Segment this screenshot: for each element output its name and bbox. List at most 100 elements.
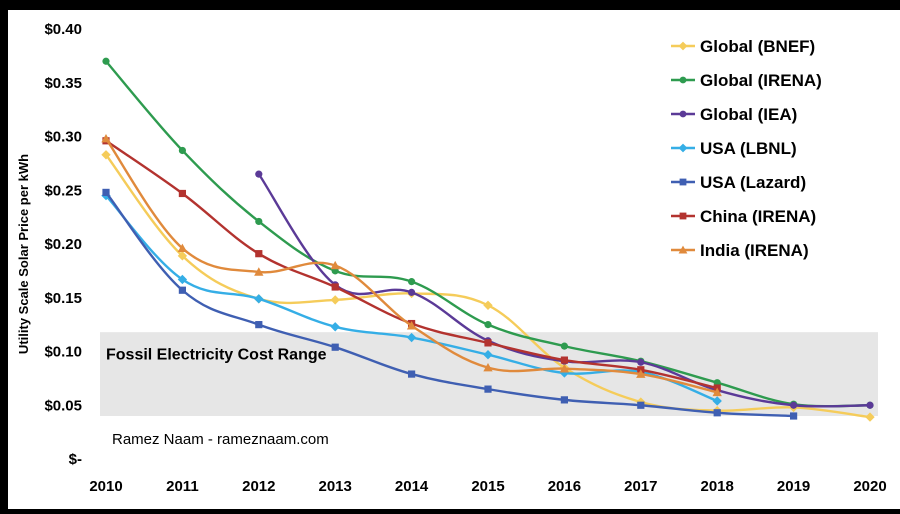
data-point-china-irena	[331, 283, 339, 291]
legend-item-china-irena: China (IRENA)	[671, 207, 816, 226]
data-point-usa-lazard	[790, 412, 798, 420]
x-tick-label: 2019	[777, 478, 810, 495]
data-point-global-irena	[102, 57, 110, 65]
y-tick-label: $0.35	[44, 75, 82, 92]
legend-label-china-irena: China (IRENA)	[700, 207, 816, 226]
legend-item-usa-lbnl: USA (LBNL)	[671, 139, 797, 158]
data-point-india-irena	[712, 387, 722, 397]
legend-item-global-bnef: Global (BNEF)	[671, 37, 815, 56]
legend-marker-usa-lazard	[679, 178, 687, 186]
data-point-global-iea	[637, 358, 645, 366]
data-point-usa-lazard	[408, 370, 416, 378]
data-point-china-irena	[560, 356, 568, 364]
data-point-china-irena	[178, 189, 186, 198]
data-point-global-bnef	[101, 150, 111, 160]
data-point-usa-lazard	[637, 401, 645, 409]
legend-marker-usa-lbnl	[678, 143, 688, 153]
data-point-global-bnef	[483, 300, 493, 310]
data-point-usa-lbnl	[177, 274, 188, 285]
data-point-usa-lbnl	[254, 294, 264, 304]
x-tick-label: 2014	[395, 478, 429, 495]
data-point-usa-lazard	[102, 188, 110, 196]
data-point-india-irena	[254, 267, 264, 276]
y-tick-label: $0.25	[44, 182, 82, 199]
data-point-india-irena	[101, 133, 111, 143]
legend-marker-global-irena	[679, 76, 687, 84]
data-point-usa-lbnl	[483, 350, 493, 360]
legend: Global (BNEF) Global (IRENA) Global (IEA) U…	[671, 37, 822, 260]
data-point-china-irena	[255, 250, 263, 258]
legend-label-india-irena: India (IRENA)	[700, 241, 809, 260]
y-tick-label: $-	[69, 451, 82, 468]
data-point-china-irena	[484, 339, 492, 347]
series-line-usa-lazard	[104, 191, 795, 418]
x-tick-label: 2011	[166, 478, 199, 495]
data-point-global-bnef	[865, 412, 875, 422]
x-tick-label: 2020	[853, 478, 886, 495]
legend-marker-china-irena	[679, 212, 687, 220]
y-tick-label: $0.15	[44, 290, 82, 307]
series-line-india-irena	[104, 137, 719, 394]
y-tick-label: $0.40	[44, 21, 82, 38]
data-point-global-iea	[866, 401, 874, 409]
credit-annotation: Ramez Naam - rameznaam.com	[112, 431, 329, 448]
data-point-india-irena	[559, 364, 570, 373]
data-point-india-irena	[177, 243, 188, 253]
legend-marker-india-irena	[678, 245, 688, 254]
x-tick-label: 2018	[701, 478, 734, 495]
data-point-global-iea	[790, 401, 798, 409]
data-point-global-irena	[560, 342, 569, 350]
data-point-usa-lbnl	[406, 332, 417, 343]
y-tick-label: $0.30	[44, 129, 82, 146]
legend-marker-global-bnef	[678, 41, 688, 51]
data-point-global-iea	[408, 288, 416, 296]
series-line-global-irena	[104, 60, 872, 408]
data-point-usa-lazard	[560, 396, 568, 404]
chart-frame: Fossil Electricity Cost Range $- $0.05 $0.…	[8, 10, 900, 509]
y-tick-label: $0.05	[44, 397, 82, 414]
data-point-usa-lazard	[178, 286, 186, 294]
data-point-usa-lazard	[255, 321, 263, 329]
legend-label-global-iea: Global (IEA)	[700, 105, 797, 124]
y-tick-label: $0.10	[44, 344, 82, 361]
series-layer	[101, 57, 875, 422]
data-point-global-irena	[178, 146, 186, 155]
x-tick-label: 2015	[471, 478, 504, 495]
legend-item-india-irena: India (IRENA)	[671, 241, 809, 260]
data-point-india-irena	[483, 362, 493, 372]
data-point-global-bnef	[330, 295, 340, 305]
y-tick-label: $0.20	[44, 236, 82, 253]
data-point-usa-lazard	[484, 385, 492, 393]
data-point-global-bnef	[177, 251, 188, 261]
data-point-india-irena	[636, 369, 646, 378]
legend-label-usa-lazard: USA (Lazard)	[700, 173, 806, 192]
data-point-india-irena	[406, 321, 417, 330]
data-point-global-iea	[255, 170, 263, 178]
data-point-usa-lbnl	[712, 396, 722, 406]
legend-item-global-irena: Global (IRENA)	[671, 71, 822, 90]
legend-item-global-iea: Global (IEA)	[671, 105, 797, 124]
x-tick-label: 2012	[242, 478, 275, 495]
data-point-global-irena	[484, 321, 492, 329]
legend-label-global-irena: Global (IRENA)	[700, 71, 822, 90]
x-tick-label: 2016	[548, 478, 581, 495]
data-point-usa-lazard	[713, 409, 721, 417]
x-tick-label: 2013	[319, 478, 352, 495]
fossil-cost-band-label: Fossil Electricity Cost Range	[106, 347, 327, 364]
legend-label-global-bnef: Global (BNEF)	[700, 37, 815, 56]
legend-marker-global-iea	[679, 110, 687, 118]
y-axis-label: Utility Scale Solar Price per kWh	[16, 154, 31, 354]
solar-price-chart: Fossil Electricity Cost Range $- $0.05 $0.…	[16, 21, 887, 495]
series-india-irena	[101, 133, 722, 397]
x-tick-label: 2010	[89, 478, 122, 495]
data-point-global-irena	[408, 278, 416, 286]
data-point-usa-lbnl	[330, 322, 340, 332]
legend-item-usa-lazard: USA (Lazard)	[671, 173, 806, 192]
data-point-usa-lazard	[331, 343, 339, 351]
legend-label-usa-lbnl: USA (LBNL)	[700, 139, 797, 158]
x-tick-label: 2017	[624, 478, 657, 495]
series-usa-lazard	[102, 188, 798, 420]
data-point-india-irena	[330, 260, 340, 270]
axis-layer: $- $0.05 $0.10 $0.15 $0.20 $0.25 $0.30 $0.35 $0.…	[44, 21, 886, 495]
data-point-global-irena	[255, 217, 263, 226]
